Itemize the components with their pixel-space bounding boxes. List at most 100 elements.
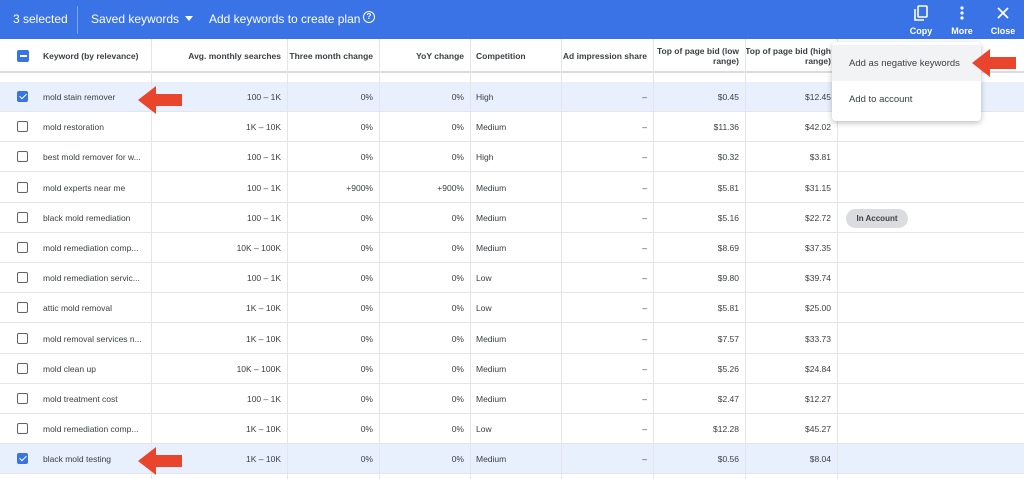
saved-keywords-dropdown[interactable]: Saved keywords: [91, 12, 194, 26]
row-checkbox[interactable]: [17, 211, 28, 223]
row-checkbox[interactable]: [17, 332, 28, 344]
cell-three-month-change: 0%: [360, 303, 373, 314]
column-divider: [470, 39, 471, 479]
cell-ad-impression-share: –: [642, 454, 647, 465]
menu-item-add-to-account[interactable]: Add to account: [849, 93, 913, 105]
cell-avg-monthly-searches: 1K – 10K: [246, 333, 281, 344]
table-row[interactable]: black mold remediation 100 – 1K 0% 0% Medium…: [0, 203, 1024, 233]
cell-top-bid-low: $12.28: [713, 424, 739, 435]
cell-keyword: black mold remediation: [43, 212, 131, 223]
row-checkbox[interactable]: [17, 242, 28, 253]
cell-avg-monthly-searches: 100 – 1K: [246, 182, 281, 193]
saved-keywords-label: Saved keywords: [91, 12, 180, 26]
cell-keyword: mold stain remover: [43, 92, 116, 102]
copy-button[interactable]: Copy: [901, 4, 941, 36]
cell-top-bid-high: $45.27: [805, 424, 831, 435]
column-keyword[interactable]: Keyword (by relevance): [43, 51, 139, 61]
column-yoy-change[interactable]: YoY change: [416, 51, 464, 61]
cell-top-bid-high: $33.73: [805, 333, 831, 344]
menu-item-add-negative-keywords[interactable]: Add as negative keywords: [832, 45, 981, 81]
column-competition[interactable]: Competition: [476, 51, 526, 61]
cell-three-month-change: 0%: [360, 122, 373, 133]
row-checkbox[interactable]: [17, 151, 28, 163]
cell-three-month-change: +900%: [346, 182, 373, 193]
cell-keyword: mold removal services n...: [43, 333, 142, 344]
cell-top-bid-high: $8.04: [809, 454, 831, 465]
cell-ad-impression-share: –: [642, 182, 647, 193]
cell-top-bid-high: $42.02: [805, 122, 831, 133]
cell-top-bid-low: $5.16: [717, 212, 739, 223]
table-row[interactable]: mold experts near me 100 – 1K +900% +900% Me…: [0, 173, 1024, 203]
cell-top-bid-low: $8.69: [717, 243, 739, 253]
cell-competition: Medium: [476, 333, 507, 344]
add-keywords-to-plan-button[interactable]: Add keywords to create plan: [209, 12, 361, 26]
cell-three-month-change: 0%: [360, 454, 373, 465]
close-icon: [983, 4, 1023, 22]
cell-top-bid-high: $12.27: [805, 394, 831, 404]
more-button[interactable]: More: [942, 4, 982, 36]
cell-top-bid-low: $0.56: [717, 454, 739, 465]
table-row[interactable]: mold remediation comp... 10K – 100K 0% 0% Me…: [0, 233, 1024, 263]
cell-ad-impression-share: –: [642, 363, 647, 374]
row-checkbox-checked[interactable]: [17, 453, 28, 465]
row-checkbox[interactable]: [17, 393, 28, 404]
cell-competition: Low: [476, 303, 492, 314]
column-ad-impression-share[interactable]: Ad impression share: [562, 51, 647, 61]
table-row[interactable]: mold remediation comp... 1K – 10K 0% 0% Low –…: [0, 414, 1024, 445]
cell-top-bid-high: $24.84: [805, 363, 831, 374]
cell-avg-monthly-searches: 100 – 1K: [246, 394, 281, 404]
row-checkbox[interactable]: [17, 272, 28, 284]
help-icon[interactable]: ?: [363, 11, 375, 23]
cell-ad-impression-share: –: [642, 122, 647, 133]
cell-yoy-change: 0%: [451, 152, 464, 163]
cell-keyword: attic mold removal: [43, 303, 112, 314]
column-three-month-change[interactable]: Three month change: [289, 51, 373, 61]
close-button[interactable]: Close: [983, 4, 1023, 36]
cell-avg-monthly-searches: 1K – 10K: [246, 303, 281, 314]
cell-keyword: mold remediation servic...: [43, 273, 140, 284]
cell-top-bid-high: $22.72: [805, 212, 831, 223]
red-arrow-annotation: [138, 447, 182, 475]
cell-top-bid-low: $5.81: [717, 182, 739, 193]
cell-ad-impression-share: –: [642, 333, 647, 344]
cell-three-month-change: 0%: [360, 212, 373, 223]
table-row[interactable]: mold treatment cost 100 – 1K 0% 0% Medium – $2…: [0, 384, 1024, 414]
row-checkbox[interactable]: [17, 362, 28, 374]
cell-top-bid-low: $7.57: [717, 333, 739, 344]
cell-ad-impression-share: –: [642, 243, 647, 253]
cell-keyword: best mold remover for w...: [43, 152, 141, 163]
row-checkbox[interactable]: [17, 302, 28, 314]
cell-keyword: mold remediation comp...: [43, 243, 139, 253]
column-divider: [379, 39, 380, 479]
column-top-bid-low[interactable]: Top of page bid (low range): [657, 46, 739, 66]
column-top-bid-high[interactable]: Top of page bid (high range): [745, 46, 831, 66]
table-row[interactable]: mold restoration 1K – 10K 0% 0% Medium – $11.3…: [0, 112, 1024, 143]
more-vert-icon: [942, 4, 982, 22]
cell-avg-monthly-searches: 10K – 100K: [236, 243, 281, 253]
cell-ad-impression-share: –: [642, 394, 647, 404]
cell-three-month-change: 0%: [360, 273, 373, 284]
cell-three-month-change: 0%: [360, 243, 373, 253]
cell-top-bid-low: $11.36: [713, 122, 739, 133]
cell-keyword: mold treatment cost: [43, 394, 118, 404]
table-row[interactable]: attic mold removal 1K – 10K 0% 0% Low – $5.81 $…: [0, 293, 1024, 324]
select-all-checkbox[interactable]: [17, 50, 29, 62]
cell-ad-impression-share: –: [642, 92, 647, 102]
cell-yoy-change: 0%: [451, 454, 464, 465]
row-checkbox[interactable]: [17, 423, 28, 435]
cell-yoy-change: 0%: [451, 424, 464, 435]
table-row[interactable]: best mold remover for w... 100 – 1K 0% 0% Hi…: [0, 142, 1024, 173]
table-row[interactable]: mold removal services n... 1K – 10K 0% 0% Me…: [0, 324, 1024, 354]
row-checkbox[interactable]: [17, 121, 28, 133]
column-avg-monthly-searches[interactable]: Avg. monthly searches: [188, 51, 281, 61]
in-account-badge: In Account: [846, 208, 908, 228]
table-row[interactable]: mold clean up 10K – 100K 0% 0% Medium – $5.26 $…: [0, 354, 1024, 384]
row-checkbox-checked[interactable]: [17, 91, 28, 102]
close-label: Close: [990, 26, 1016, 36]
red-arrow-annotation: [972, 49, 1016, 77]
table-row[interactable]: mold remediation servic... 100 – 1K 0% 0% Lo…: [0, 263, 1024, 294]
row-checkbox[interactable]: [17, 181, 28, 193]
cell-top-bid-low: $5.26: [717, 363, 739, 374]
cell-ad-impression-share: –: [642, 273, 647, 284]
cell-top-bid-high: $12.45: [805, 92, 831, 102]
